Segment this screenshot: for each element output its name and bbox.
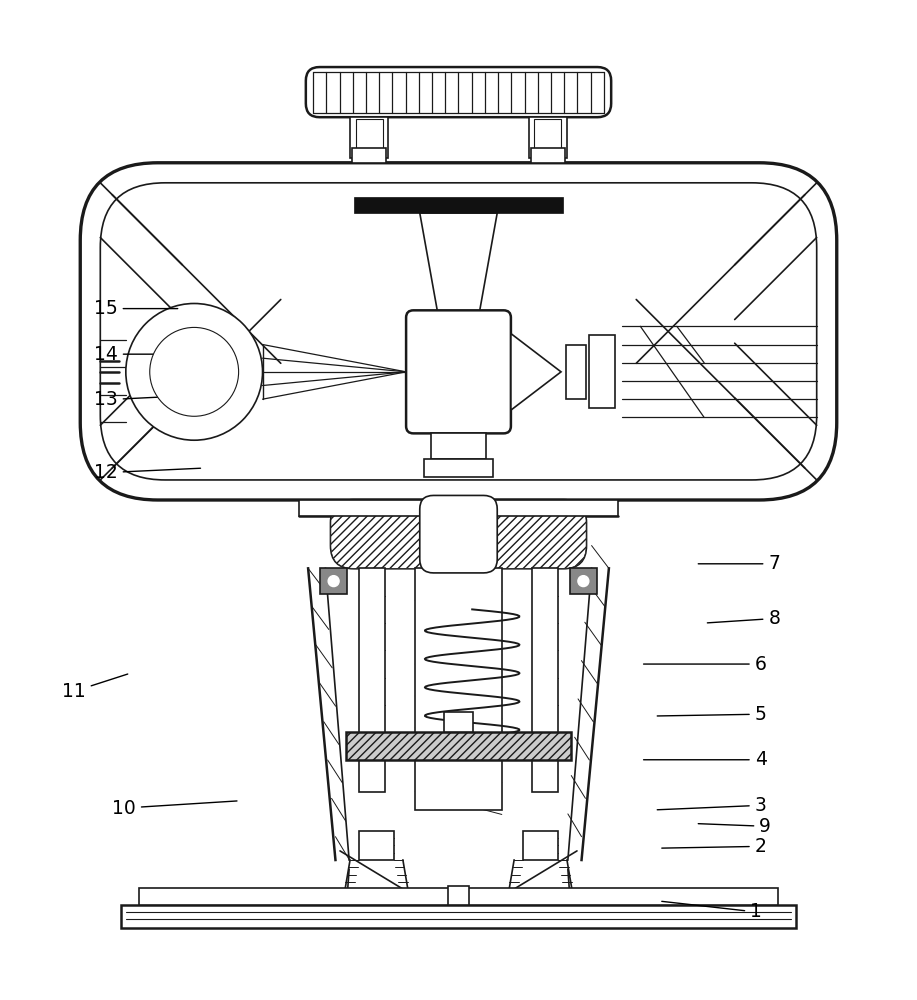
Ellipse shape — [126, 303, 262, 440]
Bar — [569, 568, 597, 594]
Bar — [534, 119, 561, 156]
Text: 5: 5 — [657, 705, 767, 724]
Bar — [354, 197, 563, 213]
Bar — [352, 148, 386, 163]
Bar — [448, 886, 469, 905]
Bar — [438, 315, 479, 336]
Bar — [533, 568, 558, 792]
FancyBboxPatch shape — [331, 500, 586, 568]
Text: 13: 13 — [94, 390, 196, 409]
Bar — [529, 117, 567, 158]
FancyBboxPatch shape — [331, 500, 586, 568]
Bar — [415, 568, 502, 810]
Bar — [531, 148, 565, 163]
Text: 2: 2 — [662, 837, 767, 856]
Bar — [566, 345, 586, 399]
Ellipse shape — [149, 327, 238, 416]
Bar — [356, 119, 383, 156]
FancyBboxPatch shape — [81, 163, 836, 500]
Bar — [299, 500, 618, 516]
FancyBboxPatch shape — [100, 183, 817, 480]
Bar — [590, 335, 614, 408]
Bar — [524, 831, 558, 860]
Bar — [347, 732, 570, 760]
FancyBboxPatch shape — [420, 495, 497, 573]
Polygon shape — [511, 334, 561, 410]
Text: 9: 9 — [698, 817, 771, 836]
Bar — [359, 831, 393, 860]
Text: 14: 14 — [94, 345, 182, 364]
Bar — [444, 712, 473, 732]
Text: 4: 4 — [644, 750, 767, 769]
Text: 3: 3 — [657, 796, 767, 815]
Bar — [425, 459, 492, 477]
Text: 1: 1 — [662, 901, 762, 921]
Bar — [121, 905, 796, 928]
Ellipse shape — [578, 576, 589, 587]
Text: 6: 6 — [644, 655, 767, 674]
Text: 8: 8 — [707, 609, 780, 628]
Text: 12: 12 — [94, 463, 201, 482]
Text: 7: 7 — [698, 554, 780, 573]
Text: 11: 11 — [62, 674, 127, 701]
FancyBboxPatch shape — [406, 310, 511, 433]
Ellipse shape — [328, 576, 339, 587]
Bar — [139, 888, 778, 905]
Bar — [359, 568, 384, 792]
Bar — [431, 433, 486, 459]
Bar — [320, 568, 348, 594]
Polygon shape — [420, 213, 497, 315]
Text: 15: 15 — [94, 299, 178, 318]
Text: 10: 10 — [112, 799, 237, 818]
Bar — [350, 117, 388, 158]
Bar — [594, 343, 610, 401]
FancyBboxPatch shape — [306, 67, 611, 117]
